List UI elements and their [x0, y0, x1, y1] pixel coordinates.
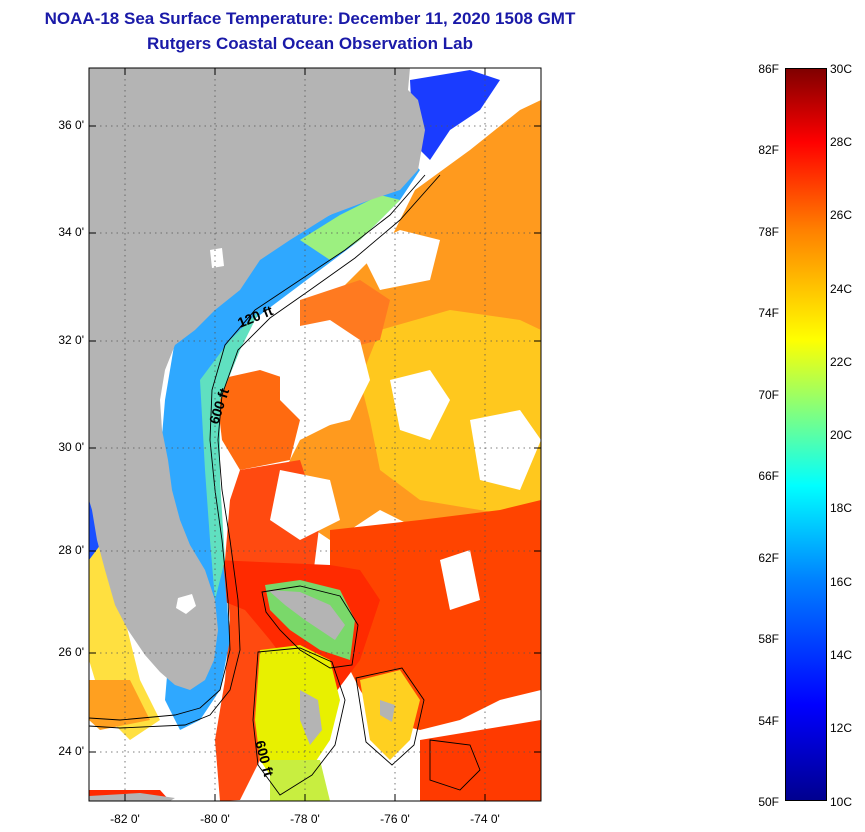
lat-label-24: 24 0': [58, 744, 84, 758]
lat-label-30: 30 0': [58, 440, 84, 454]
colorbar-label-86f: 86F: [758, 62, 779, 76]
colorbar-label-28c: 28C: [830, 135, 853, 149]
temperature-colorbar: [785, 68, 827, 801]
map-frame: [88, 67, 542, 802]
colorbar-label-18c: 18C: [830, 501, 853, 515]
map-subtitle: Rutgers Coastal Ocean Observation Lab: [147, 34, 473, 53]
colorbar-label-74f: 74F: [758, 306, 779, 320]
map-title: NOAA-18 Sea Surface Temperature: Decembe…: [44, 9, 576, 28]
colorbar-label-20c: 20C: [830, 428, 853, 442]
colorbar-label-82f: 82F: [758, 143, 779, 157]
colorbar-label-26c: 26C: [830, 208, 853, 222]
cloud-gaps: [270, 230, 541, 610]
lon-label-76: -76 0': [380, 812, 410, 826]
land: [89, 68, 425, 801]
lon-label-74: -74 0': [470, 812, 500, 826]
graticule: [89, 68, 541, 801]
lon-label-78: -78 0': [290, 812, 320, 826]
colorbar-label-14c: 14C: [830, 648, 853, 662]
colorbar-label-22c: 22C: [830, 355, 853, 369]
lat-label-34: 34 0': [58, 225, 84, 239]
colorbar-label-24c: 24C: [830, 282, 853, 296]
colorbar-label-70f: 70F: [758, 388, 779, 402]
colorbar-label-62f: 62F: [758, 551, 779, 565]
lat-label-32: 32 0': [58, 333, 84, 347]
lakes: [176, 248, 224, 614]
bathymetry-contours: [89, 174, 481, 796]
axis-ticks: [89, 68, 541, 801]
colorbar-label-30c: 30C: [830, 62, 853, 76]
colorbar-label-50f: 50F: [758, 795, 779, 809]
lat-label-28: 28 0': [58, 543, 84, 557]
colorbar-label-16c: 16C: [830, 575, 853, 589]
lat-label-36: 36 0': [58, 118, 84, 132]
colorbar-label-66f: 66F: [758, 469, 779, 483]
lon-label-82: -82 0': [110, 812, 140, 826]
colorbar-label-12c: 12C: [830, 721, 853, 735]
colorbar-label-10c: 10C: [830, 795, 853, 809]
colorbar-label-54f: 54F: [758, 714, 779, 728]
lat-label-26: 26 0': [58, 645, 84, 659]
colorbar-label-58f: 58F: [758, 632, 779, 646]
colorbar-label-78f: 78F: [758, 225, 779, 239]
lon-label-80: -80 0': [200, 812, 230, 826]
